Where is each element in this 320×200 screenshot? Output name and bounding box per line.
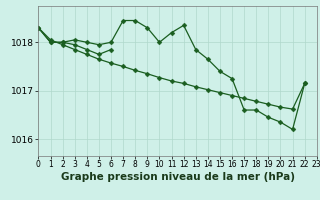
- X-axis label: Graphe pression niveau de la mer (hPa): Graphe pression niveau de la mer (hPa): [60, 172, 295, 182]
